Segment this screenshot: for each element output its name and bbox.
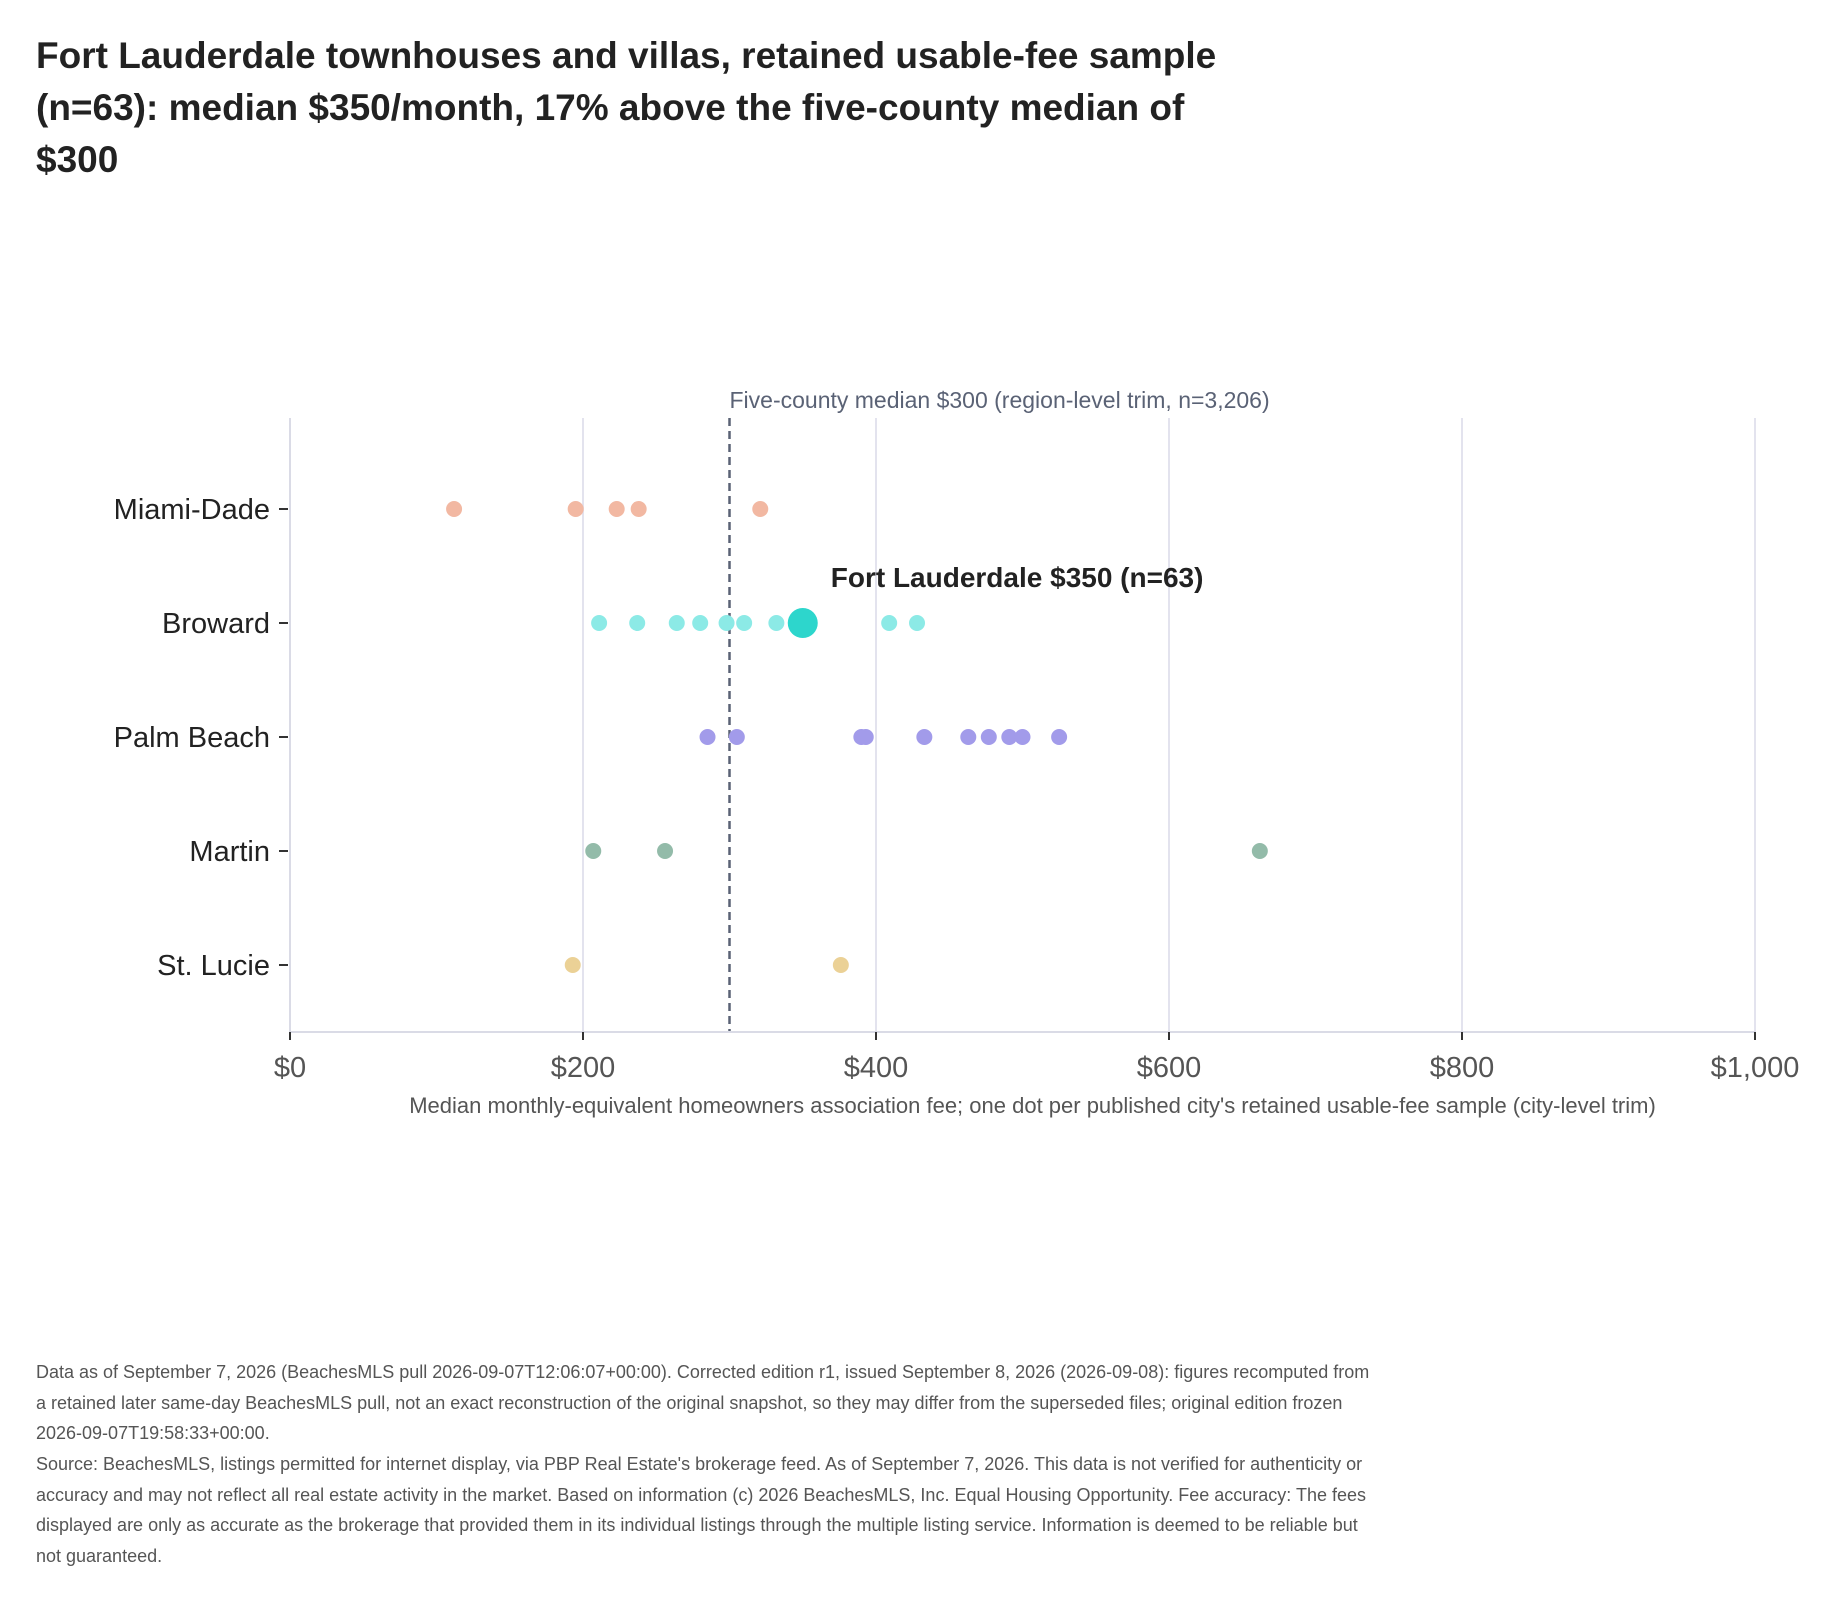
highlight-point — [787, 608, 818, 638]
data-point-miami-dade — [752, 501, 769, 517]
data-point-martin — [585, 843, 602, 859]
data-point-palm-beach — [916, 729, 933, 745]
reference-line-label: Five-county median $300 (region-level tr… — [730, 387, 1270, 413]
data-point-broward — [768, 615, 785, 631]
data-point-st-lucie — [832, 957, 849, 973]
data-point-miami-dade — [567, 501, 584, 517]
x-tick-label: $0 — [274, 1052, 306, 1084]
data-point-palm-beach — [1001, 729, 1018, 745]
category-label-miami-dade: Miami-Dade — [114, 494, 270, 526]
data-point-broward — [736, 615, 753, 631]
category-label-palm-beach: Palm Beach — [114, 722, 270, 754]
x-axis-title: Median monthly-equivalent homeowners ass… — [409, 1093, 1656, 1118]
data-point-broward — [668, 615, 685, 631]
data-points — [446, 501, 1268, 973]
data-point-miami-dade — [608, 501, 625, 517]
data-point-palm-beach — [1014, 729, 1031, 745]
data-point-miami-dade — [630, 501, 647, 517]
data-point-martin — [657, 843, 674, 859]
category-label-st-lucie: St. Lucie — [157, 950, 270, 982]
data-point-palm-beach — [728, 729, 745, 745]
data-point-palm-beach — [960, 729, 977, 745]
data-point-broward — [909, 615, 926, 631]
data-point-broward — [718, 615, 735, 631]
gridlines — [289, 418, 1756, 1032]
data-point-palm-beach — [980, 729, 997, 745]
footnote-source: Source: BeachesMLS, listings permitted f… — [36, 1454, 1366, 1566]
category-label-martin: Martin — [189, 836, 270, 868]
x-tick-label: $800 — [1430, 1052, 1495, 1084]
footnote-data-edition: Data as of September 7, 2026 (BeachesMLS… — [36, 1362, 1370, 1443]
chart-title: Fort Lauderdale townhouses and villas, r… — [36, 35, 1217, 180]
data-point-palm-beach — [1051, 729, 1068, 745]
x-tick-label: $600 — [1137, 1052, 1202, 1084]
data-point-broward — [881, 615, 898, 631]
data-point-palm-beach — [699, 729, 716, 745]
data-point-broward — [591, 615, 608, 631]
x-tick-label: $200 — [551, 1052, 616, 1084]
data-point-palm-beach — [857, 729, 874, 745]
category-label-broward: Broward — [162, 608, 270, 640]
data-point-broward — [629, 615, 646, 631]
reference-line-group: Five-county median $300 (region-level tr… — [728, 387, 1270, 1032]
annotations: Fort Lauderdale $350 (n=63) — [831, 562, 1204, 593]
data-point-broward — [692, 615, 709, 631]
data-point-st-lucie — [564, 957, 581, 973]
axes: $0 $200 $400 $600 $800 $1,000 Median monthly-e… — [114, 418, 1800, 1118]
data-point-miami-dade — [446, 501, 463, 517]
x-tick-label: $400 — [844, 1052, 909, 1084]
x-tick-label: $1,000 — [1711, 1052, 1800, 1084]
highlight-label: Fort Lauderdale $350 (n=63) — [831, 562, 1204, 593]
data-point-martin — [1251, 843, 1268, 859]
